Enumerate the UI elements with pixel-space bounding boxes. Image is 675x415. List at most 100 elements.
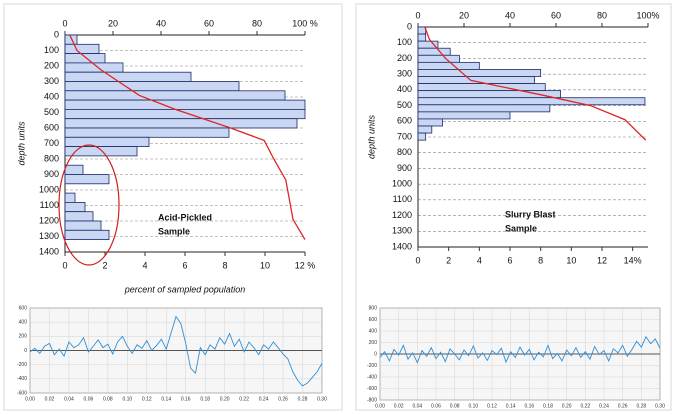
y-tick-label: 200 (369, 340, 378, 346)
highlight-ellipse (58, 144, 120, 266)
bar (64, 90, 286, 101)
bar (64, 127, 230, 138)
bar (417, 118, 443, 127)
y-tick-label: 1000 (392, 179, 412, 189)
x-tick-label: 0.14 (506, 403, 516, 409)
y-tick-label: 100 (397, 37, 412, 47)
x-tick-label: 0.28 (298, 396, 308, 402)
y-tick-label: 600 (19, 305, 28, 311)
x-tick-label: 0.04 (412, 403, 422, 409)
top-tick-label: 60 (204, 18, 214, 28)
y-tick-label: 500 (397, 100, 412, 110)
x-tick-label: 0.20 (562, 403, 572, 409)
y-tick-label: 500 (44, 107, 59, 117)
x-tick-label: 0.26 (618, 403, 628, 409)
y-tick-label: -200 (367, 363, 377, 369)
x-tick-label: 0.06 (84, 396, 94, 402)
bar (64, 81, 240, 92)
y-tick-label: 100 (44, 45, 59, 55)
bar (417, 97, 646, 106)
bar (64, 118, 298, 129)
bar (64, 164, 84, 175)
y-tick-label: 700 (44, 138, 59, 148)
x-tick-label: 0.08 (450, 403, 460, 409)
bar (64, 109, 306, 120)
y-tick-label: 0 (407, 21, 412, 31)
bar (64, 71, 192, 82)
x-tick-label: 0.06 (431, 403, 441, 409)
y-tick-label: 800 (369, 305, 378, 311)
y-tick-label: -200 (17, 362, 27, 368)
x-tick-label: 0.24 (599, 403, 609, 409)
x-tick-label: 0.16 (181, 396, 191, 402)
y-tick-label: 200 (397, 53, 412, 63)
bar (64, 220, 102, 231)
bar (64, 99, 306, 110)
x-tick-label: 0.10 (468, 403, 478, 409)
bar (64, 229, 110, 241)
x-tick-label: 0.24 (259, 396, 269, 402)
x-tick-label: 0.02 (394, 403, 404, 409)
top-tick-label: 80 (252, 18, 262, 28)
top-tick-label: 40 (505, 10, 515, 20)
annotation: Sample (505, 223, 537, 233)
x-tick-label: 0.20 (220, 396, 230, 402)
x-tick-label: 0.30 (655, 403, 665, 409)
bar (417, 125, 433, 134)
bottom-tick-label: 4 (142, 260, 147, 270)
y-tick-label: 400 (369, 328, 378, 334)
top-tick-label: 60 (551, 10, 561, 20)
y-tick-label: 800 (44, 153, 59, 163)
annotation: Acid-Pickled (158, 212, 212, 222)
x-axis-label: percent of sampled population (124, 284, 246, 294)
bar (417, 33, 427, 42)
bar (64, 211, 94, 222)
bar (417, 40, 439, 49)
top-tick-label: 20 (459, 10, 469, 20)
bottom-tick-label: 14% (624, 255, 642, 265)
bar (417, 111, 511, 120)
bottom-tick-label: 6 (507, 255, 512, 265)
top-tick-label: 40 (156, 18, 166, 28)
top-tick-label: 100 % (292, 18, 318, 28)
cumulative-curve (424, 26, 647, 141)
x-tick-label: 0.16 (524, 403, 534, 409)
x-tick-label: 0.30 (317, 396, 327, 402)
top-tick-label: 20 (108, 18, 118, 28)
y-tick-label: -600 (17, 390, 27, 396)
bar (417, 69, 542, 77)
x-tick-label: 0.22 (580, 403, 590, 409)
x-tick-label: 0.08 (103, 396, 113, 402)
bottom-tick-label: 4 (477, 255, 482, 265)
x-tick-label: 0.00 (375, 403, 385, 409)
y-tick-label: -800 (367, 397, 377, 403)
y-tick-label: 300 (397, 69, 412, 79)
x-tick-label: 0.18 (543, 403, 553, 409)
y-tick-label: 200 (19, 334, 28, 340)
annotation: Sample (158, 226, 190, 236)
bar (417, 132, 427, 141)
top-tick-label: 0 (415, 10, 420, 20)
y-tick-label: 400 (397, 84, 412, 94)
x-tick-label: 0.00 (25, 396, 35, 402)
bottom-tick-label: 0 (415, 255, 420, 265)
profile-line (379, 335, 661, 364)
y-tick-label: 1400 (39, 246, 59, 256)
bar (64, 201, 86, 213)
x-tick-label: 0.04 (64, 396, 74, 402)
y-tick-label: 300 (44, 76, 59, 86)
bottom-tick-label: 6 (182, 260, 187, 270)
y-tick-label: 900 (397, 163, 412, 173)
y-tick-label: 200 (44, 60, 59, 70)
y-tick-label: 600 (44, 122, 59, 132)
cumulative-curve (69, 34, 306, 240)
top-tick-label: 100% (636, 10, 659, 20)
x-tick-label: 0.28 (636, 403, 646, 409)
bar (417, 47, 451, 56)
bottom-tick-label: 10 (260, 260, 270, 270)
bar (64, 146, 138, 157)
bottom-tick-label: 10 (566, 255, 576, 265)
y-tick-label: 400 (44, 91, 59, 101)
bar (64, 136, 150, 148)
